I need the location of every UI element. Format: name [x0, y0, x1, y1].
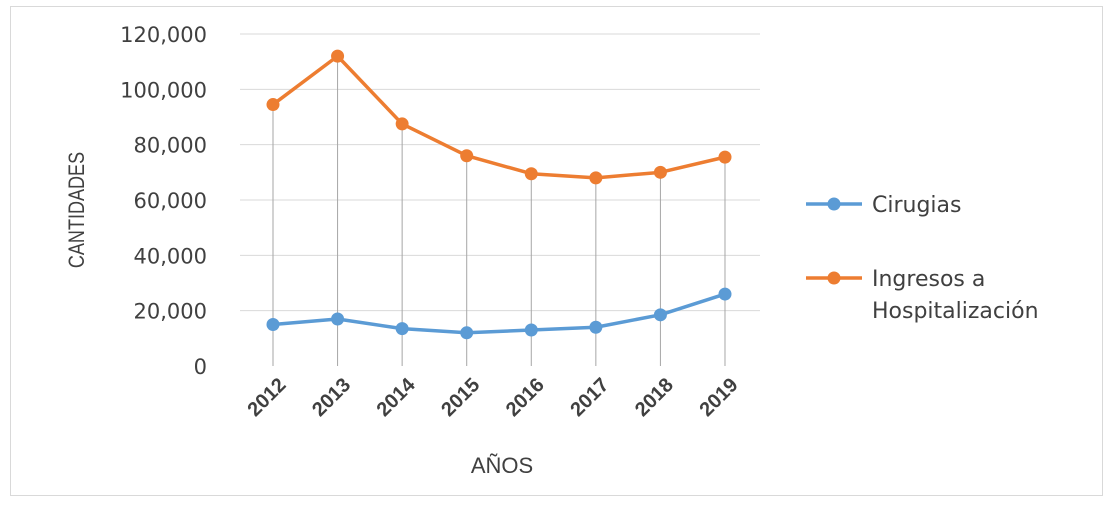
x-tick-label: 2018 [631, 374, 678, 421]
data-point [718, 150, 732, 164]
legend-item: Cirugias [806, 193, 961, 218]
y-axis-ticks: 0 20,000 40,000 60,000 80,000 100,000 120,000 [120, 23, 207, 379]
legend-label: Cirugias [872, 193, 961, 218]
y-tick-label: 100,000 [120, 78, 207, 102]
data-point [331, 312, 345, 326]
data-point [589, 320, 603, 334]
legend-swatch-marker [827, 197, 841, 211]
data-point [524, 167, 538, 181]
legend: Cirugias Ingresos a Hospitalización [806, 193, 1039, 324]
x-axis-ticks: 2012 2013 2014 2015 2016 2017 2018 2019 [244, 373, 743, 421]
data-point [460, 149, 474, 163]
legend-swatch-marker [827, 271, 841, 285]
y-axis-title: CANTIDADES [65, 152, 89, 268]
data-point [266, 318, 280, 331]
series-line [271, 54, 726, 180]
y-tick-label: 80,000 [134, 134, 207, 158]
data-point [395, 322, 409, 336]
x-tick-label: 2013 [308, 374, 355, 421]
x-tick-label: 2015 [437, 374, 484, 421]
legend-label: Ingresos a [872, 267, 985, 292]
y-tick-label: 40,000 [134, 244, 207, 268]
series [266, 49, 732, 185]
x-tick-label: 2012 [244, 374, 291, 421]
data-point [395, 117, 409, 131]
series [266, 287, 732, 340]
y-tick-label: 120,000 [120, 23, 207, 47]
y-tick-label: 60,000 [134, 189, 207, 213]
x-axis-title: AÑOS [471, 453, 533, 478]
legend-item: Ingresos a Hospitalización [806, 267, 1039, 324]
legend-label: Hospitalización [872, 299, 1039, 324]
series-group [266, 49, 732, 340]
series-line [272, 292, 726, 335]
data-point [331, 49, 345, 63]
x-tick-label: 2019 [696, 374, 743, 421]
y-tick-label: 20,000 [134, 300, 207, 324]
data-point [460, 326, 474, 340]
data-point [718, 287, 732, 301]
x-tick-label: 2016 [502, 374, 549, 421]
data-point [524, 323, 538, 337]
y-tick-label: 0 [194, 355, 207, 379]
data-point [589, 171, 603, 185]
x-tick-label: 2017 [566, 374, 613, 421]
data-point [653, 165, 667, 179]
chart-frame [10, 6, 1103, 496]
data-point [266, 98, 280, 112]
data-point [653, 308, 667, 322]
x-tick-label: 2014 [373, 373, 421, 421]
gridlines [240, 33, 760, 312]
